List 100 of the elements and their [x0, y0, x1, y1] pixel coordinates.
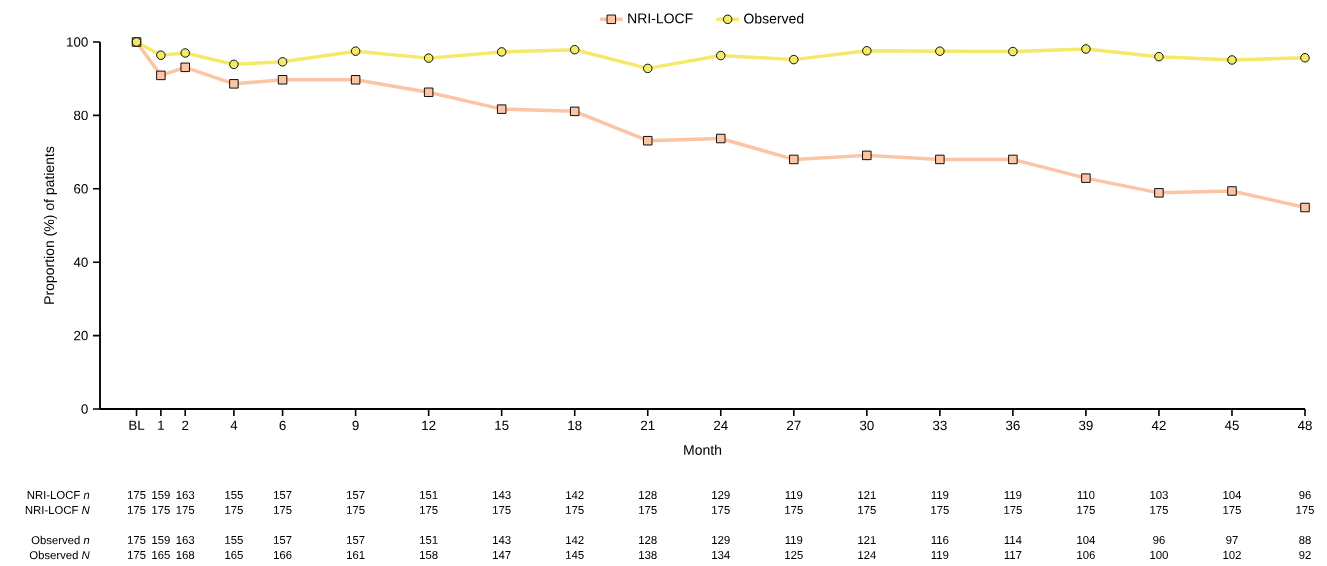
text: 175 [176, 506, 195, 514]
text: 119 [785, 490, 803, 499]
text: 104 [1077, 535, 1096, 544]
text: 96 [1153, 535, 1165, 544]
text: 100 [1150, 550, 1168, 559]
text: 104 [1223, 490, 1242, 499]
text: 166 [273, 550, 292, 559]
text: 129 [712, 535, 730, 544]
text: 142 [566, 536, 584, 544]
x-tick-label: 30 [859, 420, 874, 431]
text: 119 [931, 550, 949, 559]
text: Observed N [29, 550, 90, 560]
text: 124 [858, 551, 876, 559]
text: 125 [785, 550, 803, 559]
text: 175 [858, 506, 876, 514]
y-tick-label: 60 [74, 184, 88, 194]
text: 159 [152, 490, 170, 499]
x-tick-label: 6 [279, 420, 286, 431]
x-tick-label: 33 [932, 420, 947, 431]
text: 134 [712, 550, 730, 559]
x-tick-label: 39 [1079, 420, 1093, 431]
text: 129 [712, 490, 730, 499]
text: 151 [420, 491, 438, 499]
text: 155 [225, 491, 243, 499]
text: 157 [347, 491, 365, 499]
text: 116 [931, 535, 949, 544]
text: 147 [493, 551, 511, 559]
text: 102 [1223, 550, 1241, 559]
text: 175 [1223, 506, 1241, 514]
text: 175 [493, 506, 511, 514]
text: 161 [347, 550, 365, 559]
text: 121 [858, 491, 876, 499]
text: 143 [493, 490, 511, 499]
text: 175 [152, 506, 170, 514]
text: 175 [1077, 506, 1095, 514]
text: 142 [566, 491, 584, 499]
text: 175 [420, 506, 438, 514]
text: 175 [127, 551, 146, 559]
text: 157 [347, 536, 365, 544]
x-tick-label: 12 [422, 420, 436, 431]
text: 175 [1296, 506, 1314, 514]
text: 175 [566, 506, 584, 514]
y-tick-label: 100 [67, 37, 88, 47]
text: 128 [639, 535, 657, 544]
text: Observed n [31, 535, 90, 545]
text: 165 [152, 550, 170, 559]
text: 163 [176, 535, 195, 544]
legend-label: Observed [744, 13, 804, 24]
text: 175 [347, 506, 365, 514]
text: 155 [225, 536, 243, 544]
y-tick-label: 80 [74, 110, 88, 121]
x-tick-label: 21 [640, 420, 655, 431]
x-tick-label: 1 [158, 420, 164, 430]
text: 175 [639, 506, 657, 514]
text: NRI-LOCF n [27, 490, 90, 499]
text: 159 [152, 535, 170, 544]
text: 119 [1004, 490, 1022, 499]
text: 175 [127, 491, 146, 499]
text: 175 [127, 506, 146, 514]
x-tick-label: BL [129, 420, 145, 430]
text: 157 [273, 491, 292, 499]
text: 128 [639, 490, 657, 499]
x-axis-title: Month [684, 444, 722, 455]
text: 175 [931, 506, 949, 514]
text: 175 [785, 506, 803, 514]
text: 165 [225, 550, 243, 559]
x-tick-label: 4 [230, 420, 238, 430]
x-tick-label: 2 [182, 420, 189, 431]
text: 163 [176, 490, 195, 499]
y-tick-label: 0 [81, 404, 88, 414]
text: 119 [785, 535, 803, 544]
text: 110 [1077, 490, 1095, 499]
text: 175 [225, 506, 243, 514]
x-tick-label: 18 [568, 420, 582, 431]
y-axis-title: Proportion (%) of patients [43, 146, 57, 304]
text: 143 [493, 535, 511, 544]
text: 175 [1004, 506, 1022, 514]
x-tick-label: 45 [1224, 420, 1239, 430]
text: 151 [420, 536, 438, 544]
legend-label: NRI-LOCF [628, 13, 693, 24]
text: 175 [1150, 506, 1168, 514]
text: 96 [1299, 490, 1311, 499]
text: 103 [1150, 490, 1168, 499]
text: 92 [1299, 550, 1311, 559]
text: 145 [566, 551, 584, 559]
text: 158 [420, 550, 438, 559]
text: 138 [639, 550, 657, 559]
x-tick-label: 36 [1005, 420, 1020, 431]
text: 97 [1226, 535, 1238, 544]
text: 121 [858, 536, 876, 544]
text: 175 [273, 506, 292, 514]
text: 175 [127, 536, 146, 544]
text: 168 [176, 550, 195, 559]
text: 175 [712, 506, 730, 514]
text: 157 [273, 536, 292, 544]
x-tick-label: 24 [714, 420, 728, 431]
text: 88 [1299, 535, 1311, 544]
x-tick-label: 15 [495, 420, 509, 430]
x-tick-label: 42 [1151, 420, 1166, 431]
x-tick-label: 27 [787, 420, 801, 431]
